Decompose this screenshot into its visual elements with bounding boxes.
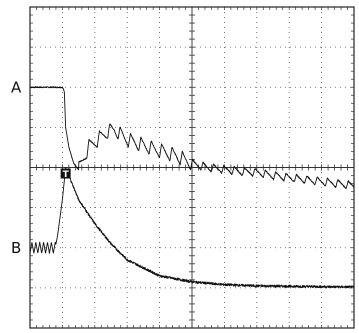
trigger-marker-box [60,168,71,179]
channel-labels: AB [11,78,22,257]
trigger-marker-label: T [63,170,70,180]
traces [29,86,355,289]
trace-a [29,86,355,190]
graticule [29,6,355,329]
trigger-marker: T [60,168,71,180]
trace-b [29,167,355,289]
channel-label-a: A [11,78,22,96]
channel-label-b: B [11,239,21,257]
